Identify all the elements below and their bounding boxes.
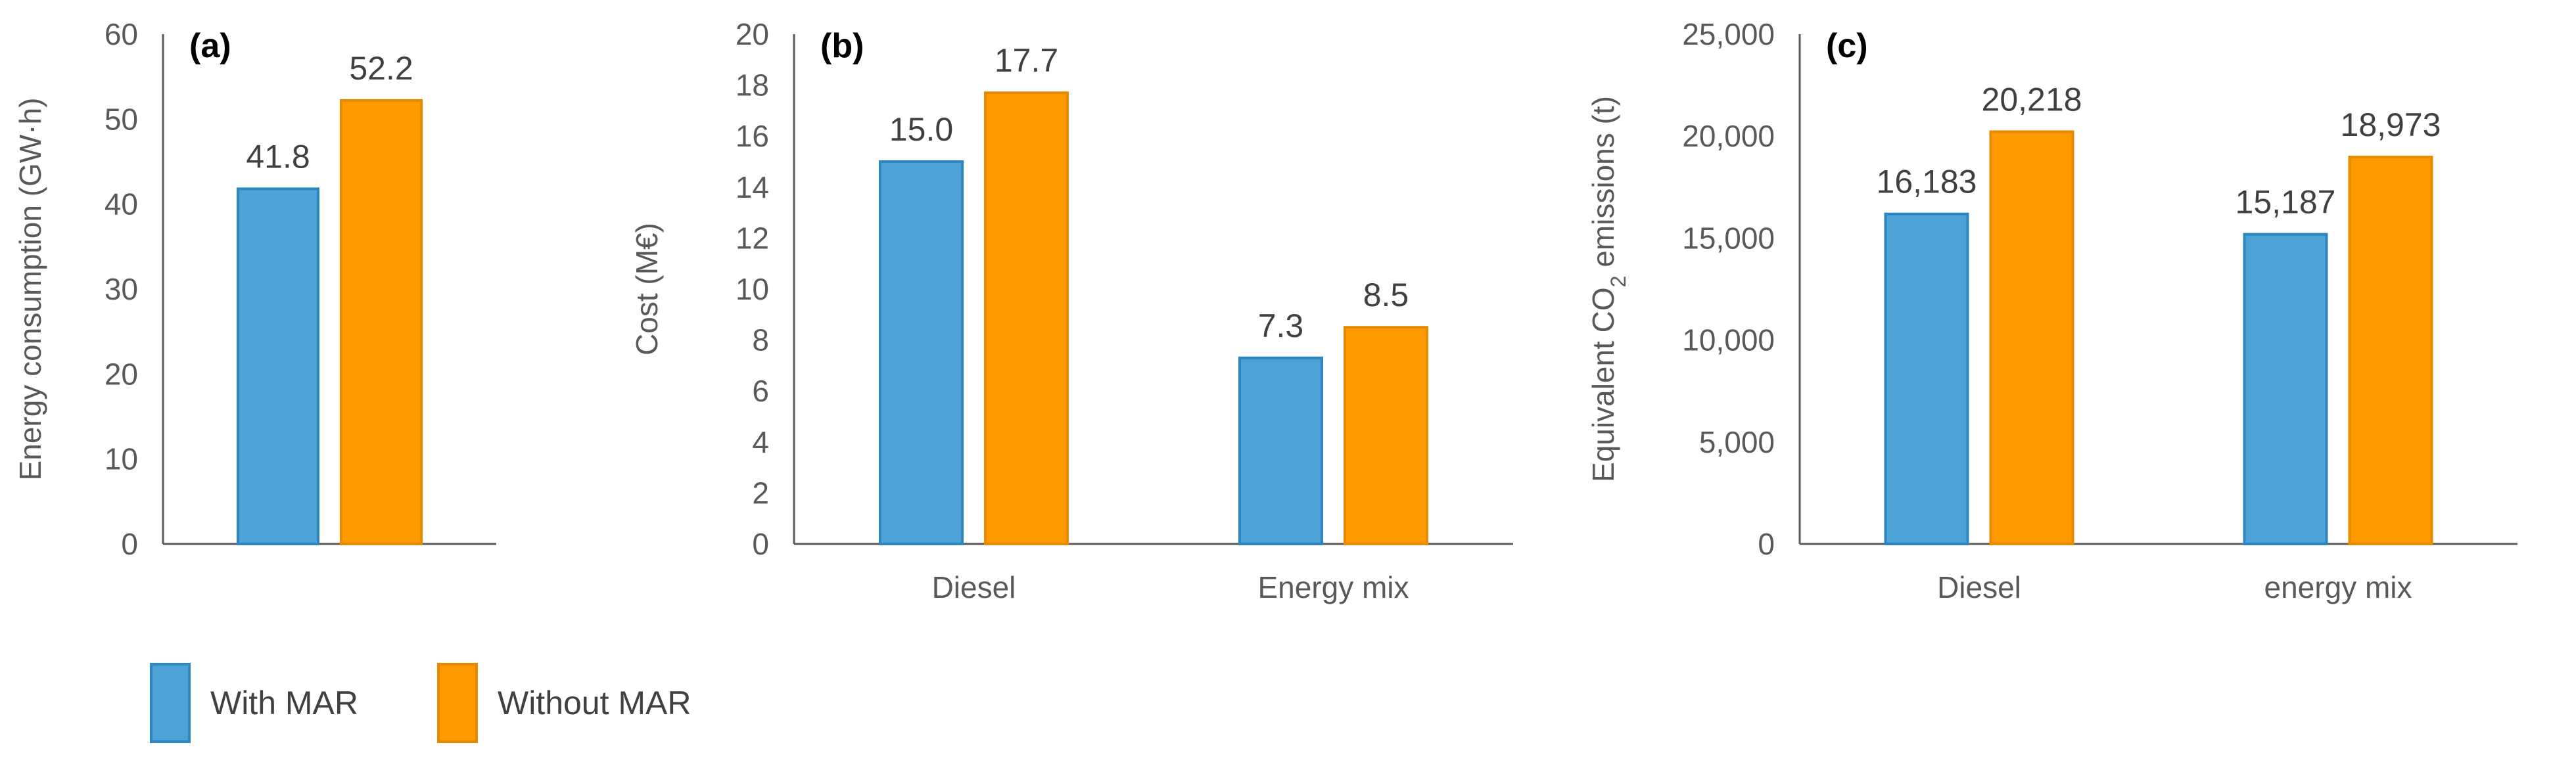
legend-label-with-mar: With MAR — [210, 685, 358, 721]
y-tick-label: 2 — [752, 476, 769, 510]
y-tick-label: 40 — [105, 187, 138, 221]
panel-label: (a) — [189, 27, 231, 65]
bar-without-mar — [1344, 326, 1428, 545]
chart-panel-1: 0 10 20 30 40 50 60 Energy consumption (GW·h) (a… — [13, 17, 496, 561]
legend-swatch-without-mar — [437, 663, 478, 743]
bar-with-mar — [1238, 356, 1323, 545]
y-tick-label: 16 — [736, 119, 769, 153]
y-tick-label: 50 — [105, 102, 138, 136]
legend-label-without-mar: Without MAR — [498, 685, 691, 721]
y-tick-label: 10,000 — [1682, 323, 1775, 357]
y-tick-label: 25,000 — [1682, 17, 1775, 51]
bar-without-mar — [1989, 130, 2074, 545]
data-label: 52.2 — [349, 50, 413, 87]
y-tick-label: 20 — [736, 17, 769, 51]
x-tick-label: energy mix — [2264, 570, 2412, 604]
y-tick-label: 12 — [736, 221, 769, 255]
y-tick-label: 30 — [105, 272, 138, 306]
y-axis-label: Equivalent CO2 emissions (t) — [1586, 96, 1630, 482]
y-tick-label: 4 — [752, 425, 769, 459]
y-tick-label: 0 — [752, 527, 769, 561]
data-label: 41.8 — [246, 138, 310, 175]
chart-panel-3: 0 5,000 10,000 15,000 20,000 25,000 Equivalent… — [1586, 17, 2517, 604]
y-tick-label: 15,000 — [1682, 221, 1775, 255]
x-tick-label: Diesel — [1937, 570, 2021, 604]
bar-without-mar — [984, 91, 1069, 546]
panel-label: (c) — [1826, 27, 1868, 65]
y-tick-label: 0 — [121, 527, 138, 561]
y-tick-label: 6 — [752, 374, 769, 408]
y-tick-label: 20 — [105, 357, 138, 391]
y-tick-label: 14 — [736, 170, 769, 204]
y-tick-label: 10 — [736, 272, 769, 306]
chart-panel-2: 0 2 4 6 8 10 12 14 16 18 20 Cost (M€) (b) 15.0 17.7 Die… — [630, 17, 1513, 604]
panel-label: (b) — [820, 27, 864, 65]
data-label: 18,973 — [2341, 106, 2441, 143]
bar-with-mar — [1884, 212, 1969, 545]
legend-swatch-with-mar — [150, 663, 191, 743]
data-label: 7.3 — [1258, 307, 1304, 344]
data-label: 15.0 — [889, 111, 953, 148]
data-label: 17.7 — [995, 42, 1058, 79]
x-tick-label: Energy mix — [1257, 570, 1409, 604]
data-label: 8.5 — [1363, 277, 1409, 313]
data-label: 20,218 — [1982, 81, 2082, 118]
y-tick-label: 8 — [752, 323, 769, 357]
y-tick-label: 0 — [1758, 527, 1775, 561]
y-tick-label: 18 — [736, 68, 769, 102]
bar-with-mar — [2243, 233, 2328, 545]
y-tick-label: 5,000 — [1699, 425, 1775, 459]
y-axis-label: Cost (M€) — [630, 223, 664, 355]
bar-with-mar — [879, 160, 964, 545]
legend-item-with-mar: With MAR — [150, 663, 358, 743]
bar-without-mar — [340, 99, 423, 545]
y-tick-label: 60 — [105, 17, 138, 51]
data-label: 15,187 — [2236, 184, 2336, 221]
y-axis-label: Energy consumption (GW·h) — [13, 98, 47, 481]
y-tick-label: 20,000 — [1682, 119, 1775, 153]
x-tick-label: Diesel — [932, 570, 1016, 604]
legend: With MAR Without MAR — [150, 660, 770, 746]
bar-with-mar — [237, 187, 319, 545]
legend-item-without-mar: Without MAR — [437, 663, 691, 743]
bar-without-mar — [2348, 156, 2433, 546]
data-label: 16,183 — [1877, 164, 1977, 200]
y-tick-label: 10 — [105, 442, 138, 476]
